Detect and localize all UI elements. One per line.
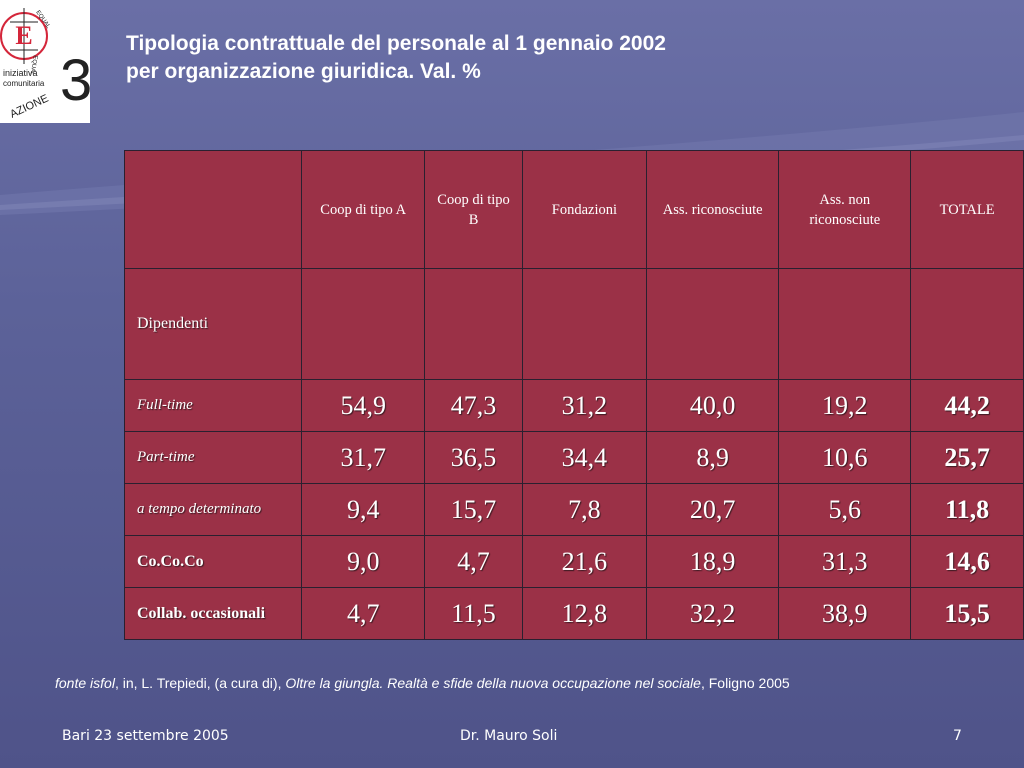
section-label: Dipendenti <box>123 268 303 380</box>
value-cell: 20,7 <box>646 483 780 536</box>
value-cell: 10,6 <box>778 431 912 484</box>
table-row: Full-time 54,9 47,3 31,2 40,0 19,2 44,2 <box>123 379 1024 432</box>
column-header: Fondazioni <box>521 150 648 269</box>
header-corner-cell <box>123 150 303 269</box>
table-row: a tempo determinato 9,4 15,7 7,8 20,7 5,… <box>123 483 1024 536</box>
empty-cell <box>778 268 912 380</box>
total-cell: 44,2 <box>910 379 1024 432</box>
empty-cell <box>646 268 780 380</box>
empty-cell <box>301 268 426 380</box>
total-cell: 15,5 <box>910 587 1024 640</box>
value-cell: 38,9 <box>778 587 912 640</box>
empty-cell <box>521 268 648 380</box>
row-label: a tempo determinato <box>123 483 303 536</box>
total-cell: 14,6 <box>910 535 1024 588</box>
value-cell: 18,9 <box>646 535 780 588</box>
column-header: Ass. non riconosciute <box>778 150 912 269</box>
logo-letter: E <box>15 21 32 50</box>
logo-digit: 3 <box>60 48 90 113</box>
footer-author: Dr. Mauro Soli <box>460 728 558 744</box>
column-header: Coop di tipo B <box>424 150 523 269</box>
value-cell: 5,6 <box>778 483 912 536</box>
value-cell: 8,9 <box>646 431 780 484</box>
logo-line2: comunitaria <box>3 79 45 88</box>
source-prefix: fonte isfol <box>55 675 115 691</box>
value-cell: 31,3 <box>778 535 912 588</box>
value-cell: 7,8 <box>521 483 648 536</box>
title-line-1: Tipologia contrattuale del personale al … <box>126 32 666 55</box>
value-cell: 19,2 <box>778 379 912 432</box>
title-line-2: per organizzazione giuridica. Val. % <box>126 60 481 83</box>
empty-cell <box>424 268 523 380</box>
logo-arc-top: EQUAL <box>34 10 51 31</box>
table-row: Part-time 31,7 36,5 34,4 8,9 10,6 25,7 <box>123 431 1024 484</box>
total-cell: 11,8 <box>910 483 1024 536</box>
logo-arc-side: EQUAL <box>28 55 38 77</box>
value-cell: 4,7 <box>424 535 523 588</box>
slide-title: Tipologia contrattuale del personale al … <box>126 30 986 86</box>
source-book-title: Oltre la giungla. Realtà e sfide della n… <box>285 675 701 691</box>
value-cell: 9,0 <box>301 535 426 588</box>
contract-type-table: Coop di tipo A Coop di tipo B Fondazioni… <box>123 150 1024 640</box>
value-cell: 32,2 <box>646 587 780 640</box>
value-cell: 31,2 <box>521 379 648 432</box>
column-header: Coop di tipo A <box>301 150 426 269</box>
value-cell: 36,5 <box>424 431 523 484</box>
column-header: Ass. riconosciute <box>646 150 780 269</box>
row-label: Full-time <box>123 379 303 432</box>
value-cell: 15,7 <box>424 483 523 536</box>
footer-date: Bari 23 settembre 2005 <box>62 728 229 744</box>
row-label: Part-time <box>123 431 303 484</box>
value-cell: 40,0 <box>646 379 780 432</box>
source-suffix: , Foligno 2005 <box>700 675 790 691</box>
table-row: Co.Co.Co 9,0 4,7 21,6 18,9 31,3 14,6 <box>123 535 1024 588</box>
equal-logo: E EQUAL EQUAL iniziativa comunitaria AZI… <box>0 0 92 123</box>
row-label: Collab. occasionali <box>123 587 303 640</box>
total-cell: 25,7 <box>910 431 1024 484</box>
value-cell: 21,6 <box>521 535 648 588</box>
empty-cell <box>910 268 1024 380</box>
row-label: Co.Co.Co <box>123 535 303 588</box>
section-row: Dipendenti <box>123 268 1024 380</box>
value-cell: 4,7 <box>301 587 426 640</box>
value-cell: 34,4 <box>521 431 648 484</box>
value-cell: 54,9 <box>301 379 426 432</box>
value-cell: 31,7 <box>301 431 426 484</box>
source-mid: , in, L. Trepiedi, (a cura di), <box>114 675 286 691</box>
table-row: Collab. occasionali 4,7 11,5 12,8 32,2 3… <box>123 587 1024 640</box>
table-header-row: Coop di tipo A Coop di tipo B Fondazioni… <box>123 150 1024 269</box>
value-cell: 11,5 <box>424 587 523 640</box>
value-cell: 9,4 <box>301 483 426 536</box>
logo-word: AZIONE <box>8 93 50 121</box>
value-cell: 47,3 <box>424 379 523 432</box>
column-header: TOTALE <box>910 150 1024 269</box>
slide-number: 7 <box>953 728 962 744</box>
value-cell: 12,8 <box>521 587 648 640</box>
source-note: fonte isfol, in, L. Trepiedi, (a cura di… <box>55 675 995 691</box>
logo-line1: iniziativa <box>3 68 38 78</box>
